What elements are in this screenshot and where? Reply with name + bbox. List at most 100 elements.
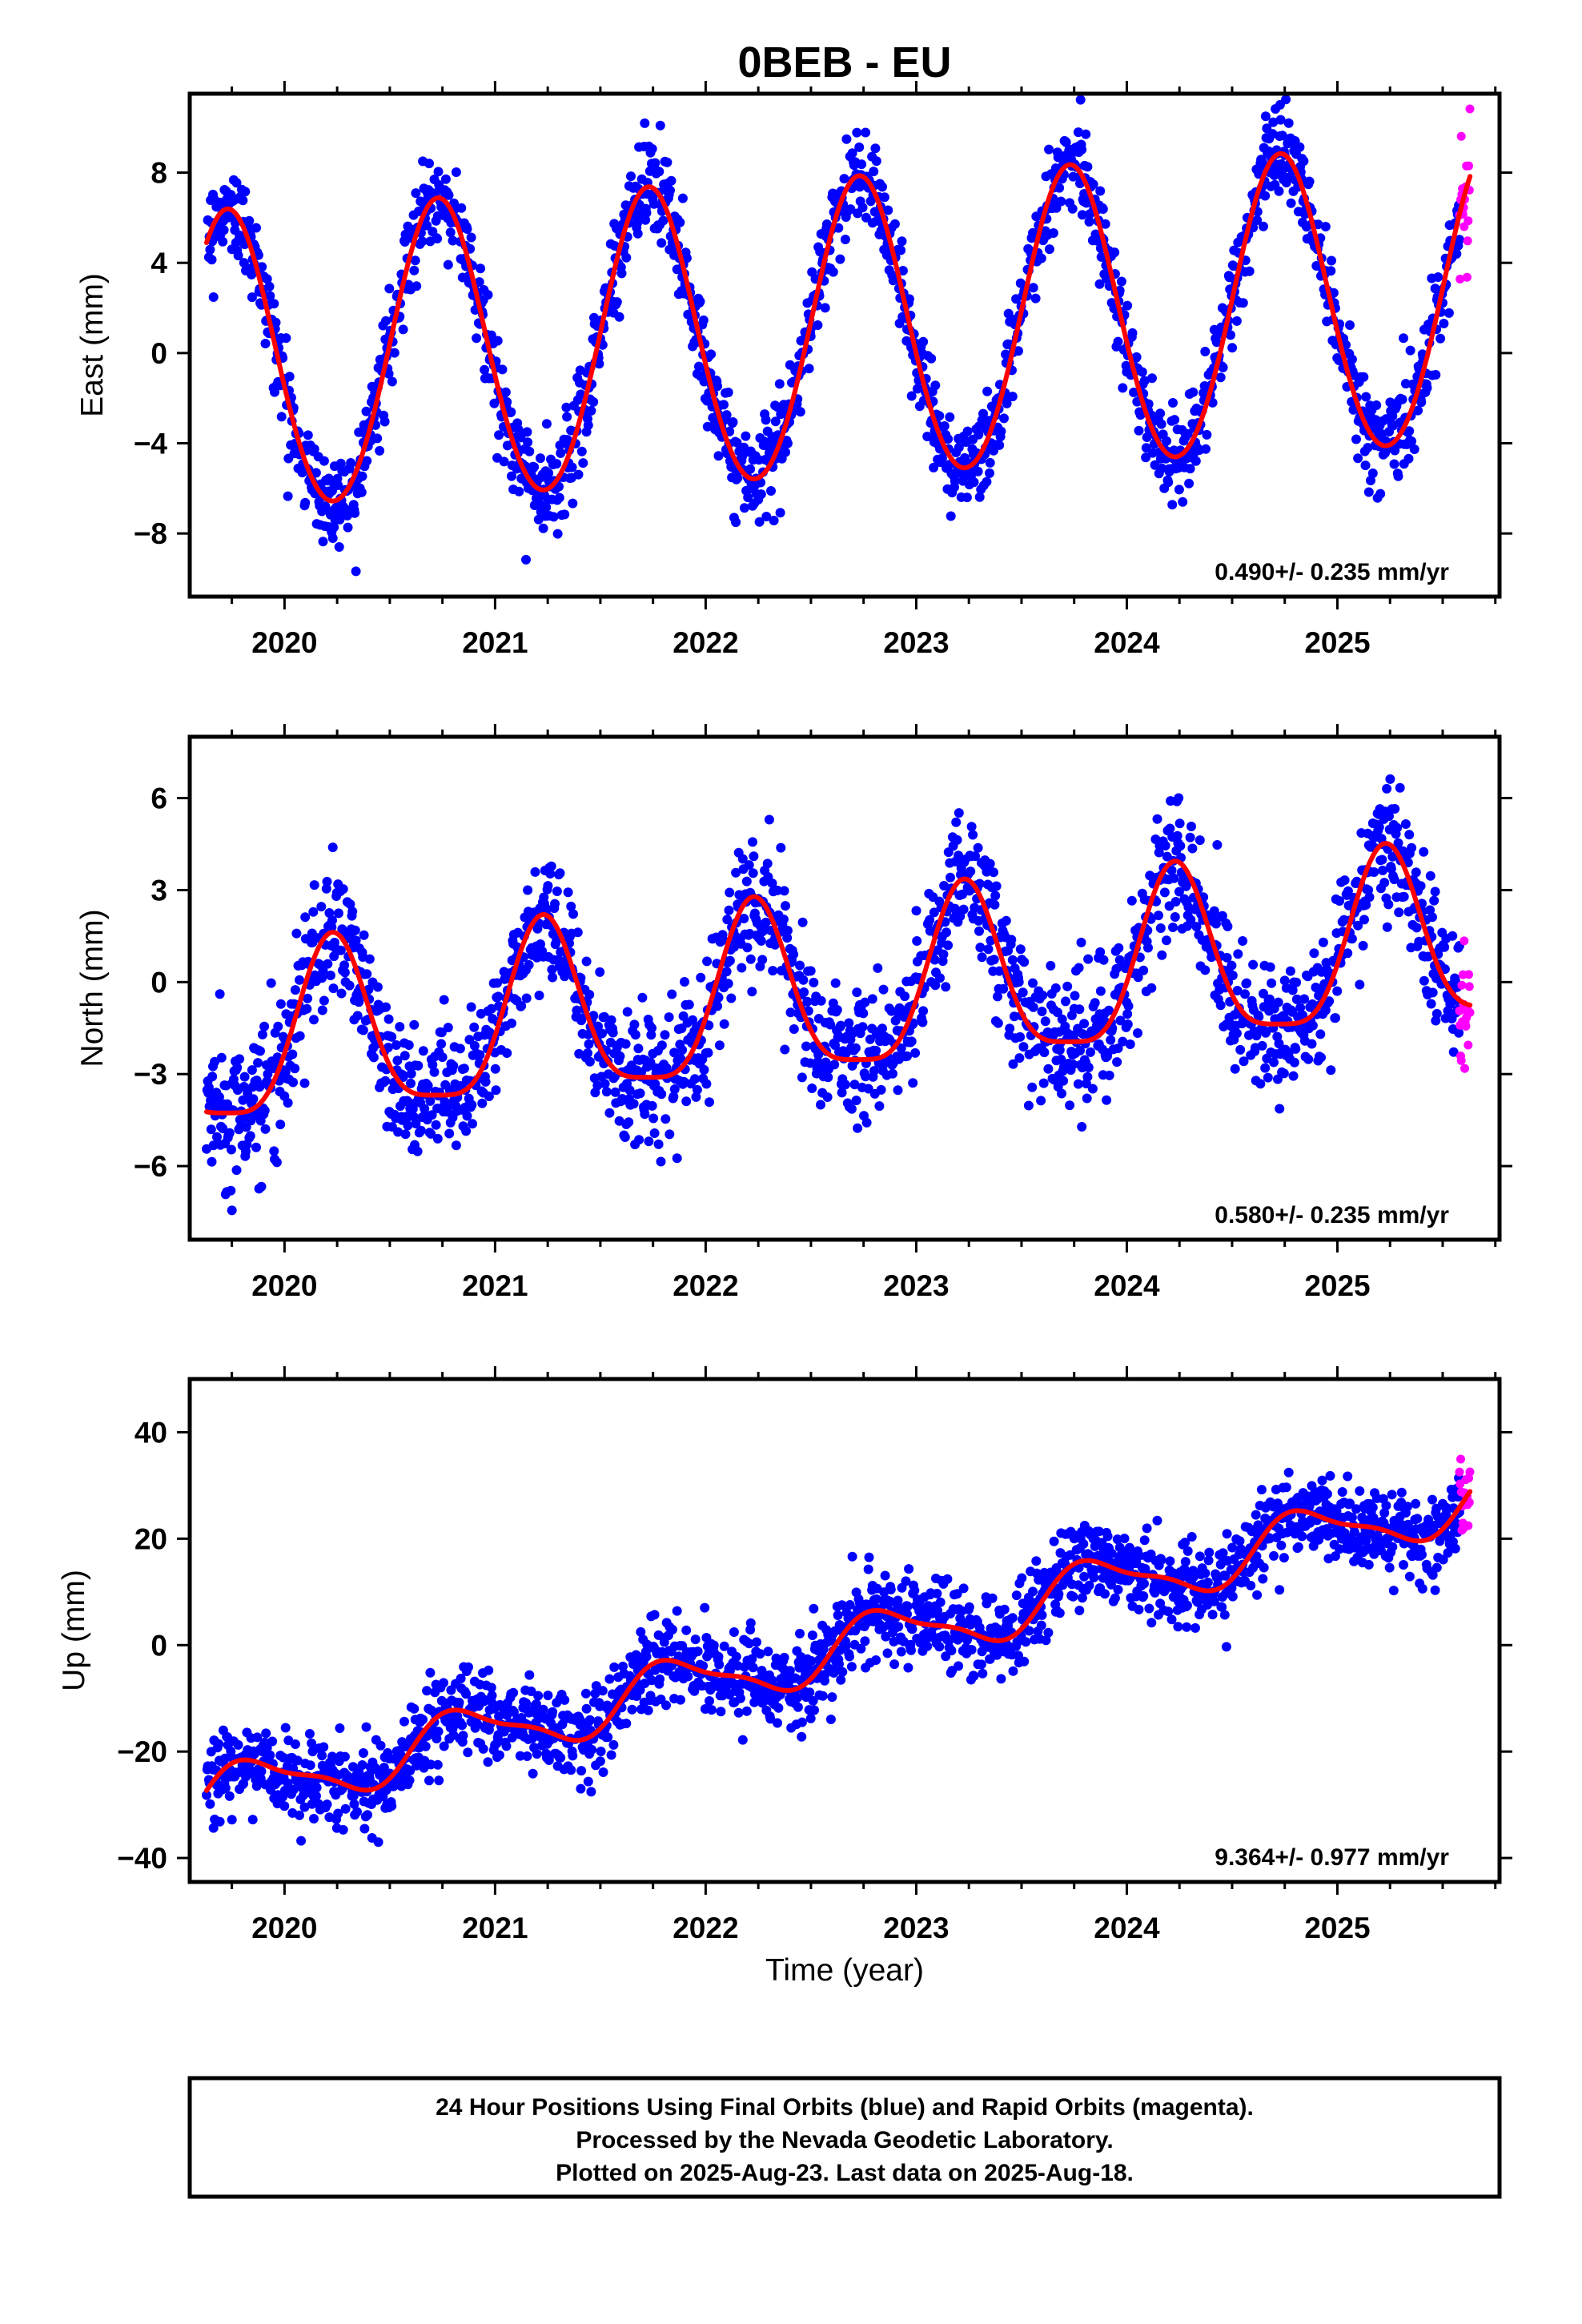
north-final-point <box>660 1030 670 1040</box>
east-final-point <box>207 255 217 265</box>
north-final-point <box>1187 843 1198 854</box>
north-final-point <box>309 880 319 891</box>
up-final-point <box>349 1799 359 1809</box>
north-final-point <box>372 982 383 992</box>
up-final-point <box>339 1751 350 1762</box>
east-final-point <box>1044 144 1054 155</box>
east-final-point <box>586 405 596 416</box>
north-final-point <box>888 1068 897 1079</box>
north-final-point <box>423 1080 433 1091</box>
east-final-point <box>813 320 823 330</box>
up-final-point <box>404 1775 415 1786</box>
up-final-point <box>621 1719 632 1729</box>
north-final-point <box>1006 935 1017 945</box>
up-final-point <box>716 1707 726 1717</box>
north-final-points <box>202 774 1464 1216</box>
east-final-point <box>269 299 279 309</box>
east-final-point <box>761 415 771 425</box>
east-final-point <box>440 174 451 184</box>
north-final-point <box>351 935 361 946</box>
north-final-point <box>648 1113 659 1124</box>
north-final-point <box>439 995 449 1005</box>
north-final-point <box>1114 943 1124 953</box>
north-final-point <box>352 1011 363 1021</box>
east-rapid-point <box>1464 216 1473 226</box>
north-y-tick-label: 3 <box>151 874 167 907</box>
north-final-point <box>303 993 313 1003</box>
east-final-point <box>554 493 564 503</box>
up-final-point <box>426 1759 436 1770</box>
north-final-point <box>1159 887 1170 898</box>
north-final-point <box>1275 1104 1285 1114</box>
north-final-point <box>1238 936 1248 946</box>
north-final-point <box>426 1128 436 1139</box>
north-final-point <box>322 876 332 887</box>
east-final-point <box>1226 330 1235 340</box>
up-final-point <box>373 1837 383 1848</box>
north-final-point <box>253 1058 263 1068</box>
north-final-point <box>406 1078 416 1088</box>
up-final-point <box>805 1713 816 1723</box>
north-x-tick-label: 2022 <box>673 1269 738 1302</box>
north-final-point <box>739 914 749 923</box>
up-final-point <box>524 1670 535 1680</box>
north-final-point <box>400 1051 410 1061</box>
north-final-point <box>938 949 949 959</box>
north-final-point <box>1125 1039 1135 1049</box>
north-final-point <box>324 908 335 918</box>
north-final-point <box>1230 1063 1240 1074</box>
east-final-point <box>521 554 531 565</box>
east-final-point <box>1182 428 1193 439</box>
east-final-point <box>283 491 293 501</box>
north-final-point <box>1146 983 1157 993</box>
east-y-tick-label: 0 <box>151 337 167 370</box>
up-final-point <box>583 1776 593 1787</box>
north-final-point <box>1439 942 1450 952</box>
north-final-point <box>404 1040 414 1050</box>
east-final-point <box>1184 478 1195 489</box>
up-final-point <box>348 1791 359 1801</box>
up-final-point <box>763 1647 773 1657</box>
up-final-point <box>737 1735 748 1745</box>
north-final-point <box>327 842 338 853</box>
north-final-point <box>1122 1019 1133 1029</box>
east-final-point <box>432 234 443 243</box>
east-final-point <box>962 493 972 503</box>
north-final-point <box>1082 1093 1092 1104</box>
up-final-point <box>805 1687 815 1698</box>
north-final-point <box>1447 931 1458 941</box>
up-final-point <box>661 1700 671 1711</box>
north-final-point <box>1288 1071 1299 1081</box>
up-final-point <box>487 1691 497 1701</box>
north-final-point <box>302 1003 312 1014</box>
north-final-point <box>409 1019 420 1030</box>
north-final-point <box>595 967 605 977</box>
east-final-point <box>1400 379 1411 389</box>
north-final-point <box>431 1120 441 1130</box>
north-final-point <box>702 956 713 967</box>
north-final-point <box>359 930 369 940</box>
north-final-point <box>943 940 954 951</box>
north-final-point <box>1162 935 1171 946</box>
north-final-point <box>798 975 809 985</box>
east-rapid-point <box>1456 275 1465 283</box>
east-final-point <box>474 277 484 287</box>
north-final-point <box>958 904 969 915</box>
north-final-point <box>583 1048 592 1059</box>
east-final-point <box>456 203 467 213</box>
east-final-point <box>694 361 704 372</box>
north-final-point <box>656 1089 667 1100</box>
up-final-point <box>650 1665 661 1675</box>
north-final-point <box>676 1053 685 1063</box>
north-final-point <box>256 1181 267 1192</box>
north-final-point <box>1315 1029 1326 1039</box>
east-final-point <box>1075 94 1086 105</box>
north-final-point <box>1077 1122 1087 1132</box>
north-final-point <box>287 1049 298 1059</box>
north-final-point <box>593 1021 603 1031</box>
east-final-point <box>424 159 434 169</box>
east-final-point <box>1435 333 1446 344</box>
east-final-point <box>483 290 493 300</box>
east-final-point <box>552 529 563 539</box>
